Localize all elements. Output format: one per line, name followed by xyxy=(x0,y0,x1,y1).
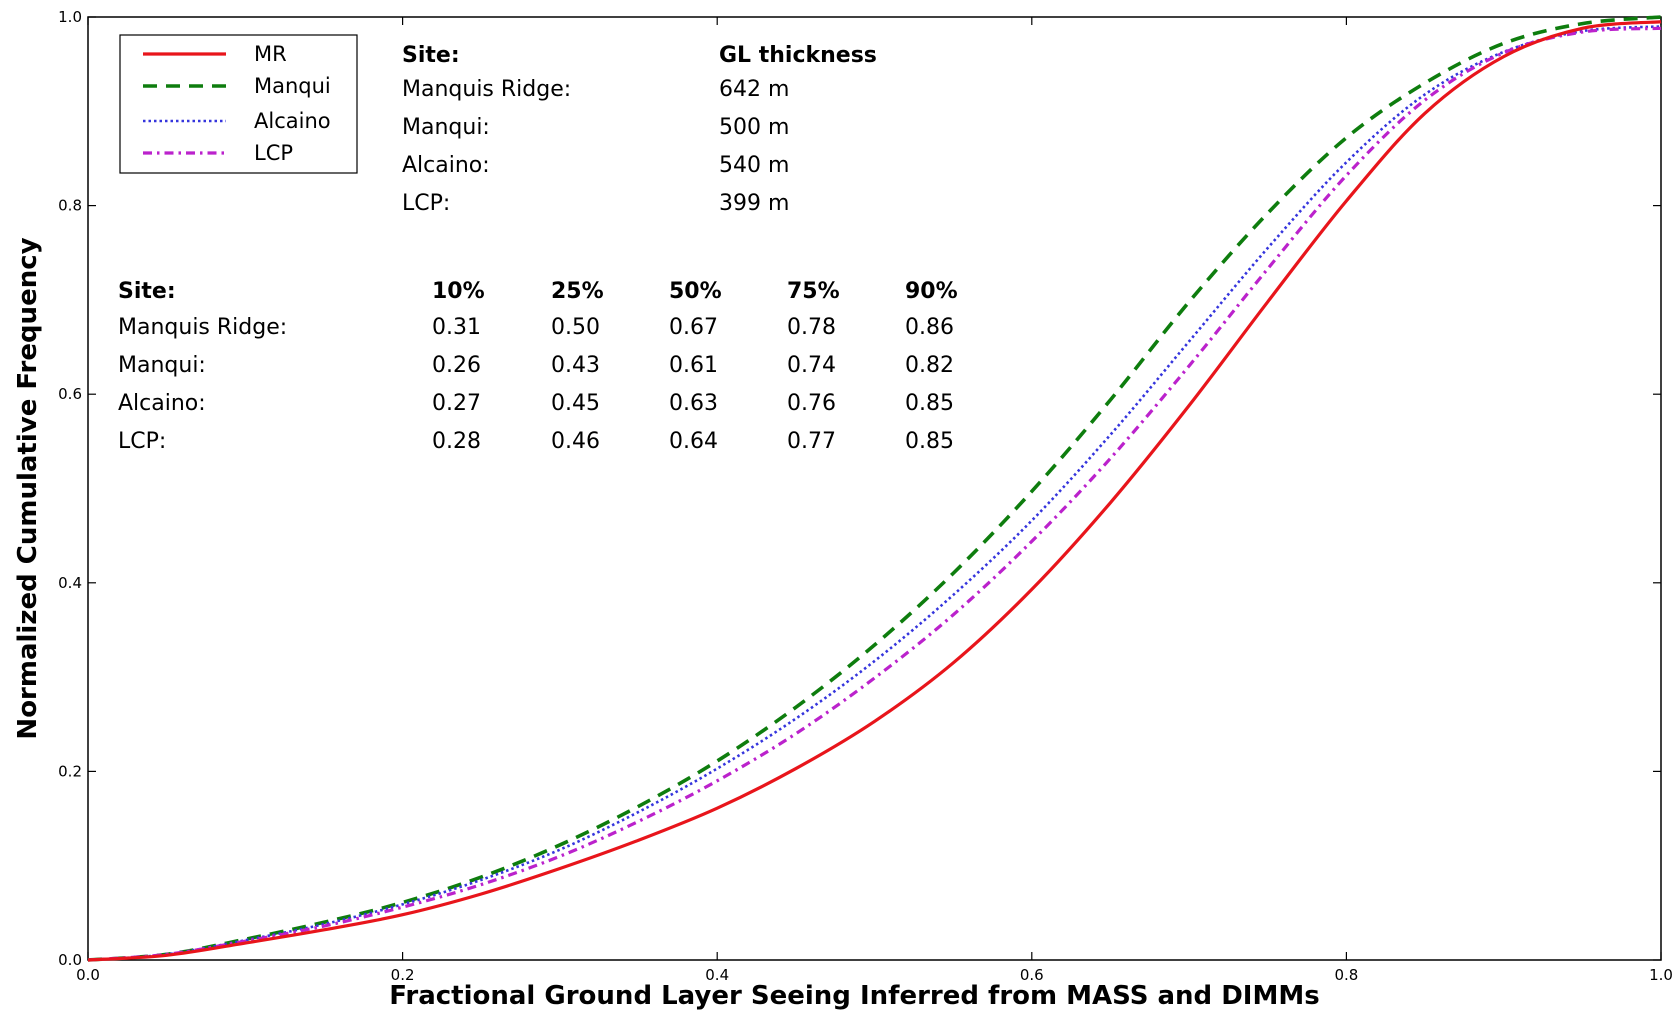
legend-label-alcaino: Alcaino xyxy=(254,109,331,133)
pct-value: 0.82 xyxy=(905,353,954,378)
gl-thickness-value: 500 m xyxy=(719,115,789,140)
axis-ticks: 0.0 0.2 0.4 0.6 0.8 1.0 0.0 0.2 0.4 0.6 0.8 1.0 xyxy=(58,8,1673,984)
y-tick-label: 1.0 xyxy=(58,8,82,26)
pct-site-label: Manqui: xyxy=(118,353,206,378)
y-tick-label: 0.4 xyxy=(58,574,82,592)
x-axis-label: Fractional Ground Layer Seeing Inferred … xyxy=(389,981,1319,1011)
pct-value: 0.74 xyxy=(787,353,836,378)
pct-site-label: Alcaino: xyxy=(118,391,206,416)
pct-header-site: Site: xyxy=(118,279,176,304)
pct-value: 0.85 xyxy=(905,429,954,454)
pct-value: 0.76 xyxy=(787,391,836,416)
pct-value: 0.46 xyxy=(551,429,600,454)
y-axis-label: Normalized Cumulative Frequency xyxy=(13,237,43,739)
pct-value: 0.31 xyxy=(432,315,481,340)
pct-header-percentile: 25% xyxy=(551,279,604,304)
pct-value: 0.77 xyxy=(787,429,836,454)
gl-thickness-value: 540 m xyxy=(719,153,789,178)
gl-site-label: Manquis Ridge: xyxy=(402,77,571,102)
pct-site-label: LCP: xyxy=(118,429,166,454)
pct-site-label: Manquis Ridge: xyxy=(118,315,287,340)
y-tick-label: 0.6 xyxy=(58,385,82,403)
series-line-mr xyxy=(87,20,1662,962)
y-tick-label: 0.2 xyxy=(58,762,82,780)
x-tick-label: 0.2 xyxy=(391,966,415,984)
pct-value: 0.45 xyxy=(551,391,600,416)
legend: MR Manqui Alcaino LCP xyxy=(119,34,358,174)
series-lines xyxy=(87,15,1662,962)
gl-header-value: GL thickness xyxy=(719,43,877,68)
pct-value: 0.78 xyxy=(787,315,836,340)
series-line-alcaino xyxy=(87,25,1662,962)
annotations: Site: GL thickness Manquis Ridge: 642 m Manq… xyxy=(118,43,958,454)
legend-box xyxy=(119,34,358,174)
gl-site-label: Alcaino: xyxy=(402,153,490,178)
pct-value: 0.50 xyxy=(551,315,600,340)
gl-site-label: LCP: xyxy=(402,191,450,216)
legend-label-lcp: LCP xyxy=(254,141,293,165)
pct-value: 0.61 xyxy=(669,353,718,378)
pct-value: 0.64 xyxy=(669,429,718,454)
gl-thickness-value: 399 m xyxy=(719,191,789,216)
pct-value: 0.67 xyxy=(669,315,718,340)
pct-value: 0.63 xyxy=(669,391,718,416)
series-line-lcp xyxy=(87,26,1662,962)
x-tick-label: 1.0 xyxy=(1649,966,1673,984)
y-tick-label: 0.0 xyxy=(58,951,82,969)
pct-value: 0.43 xyxy=(551,353,600,378)
legend-label-mr: MR xyxy=(254,42,287,66)
gl-site-label: Manqui: xyxy=(402,115,490,140)
pct-header-percentile: 75% xyxy=(787,279,840,304)
pct-value: 0.27 xyxy=(432,391,481,416)
pct-value: 0.85 xyxy=(905,391,954,416)
gl-thickness-value: 642 m xyxy=(719,77,789,102)
x-tick-label: 0.6 xyxy=(1020,966,1044,984)
x-tick-label: 0.4 xyxy=(705,966,729,984)
y-tick-label: 0.8 xyxy=(58,197,82,215)
gl-header-site: Site: xyxy=(402,43,460,68)
x-tick-label: 0.8 xyxy=(1334,966,1358,984)
pct-header-percentile: 50% xyxy=(669,279,722,304)
pct-header-percentile: 90% xyxy=(905,279,958,304)
pct-value: 0.28 xyxy=(432,429,481,454)
pct-header-percentile: 10% xyxy=(432,279,485,304)
pct-value: 0.26 xyxy=(432,353,481,378)
pct-value: 0.86 xyxy=(905,315,954,340)
x-tick-label: 0.0 xyxy=(76,966,100,984)
legend-label-manqui: Manqui xyxy=(254,74,331,98)
plot-frame xyxy=(87,16,1662,961)
